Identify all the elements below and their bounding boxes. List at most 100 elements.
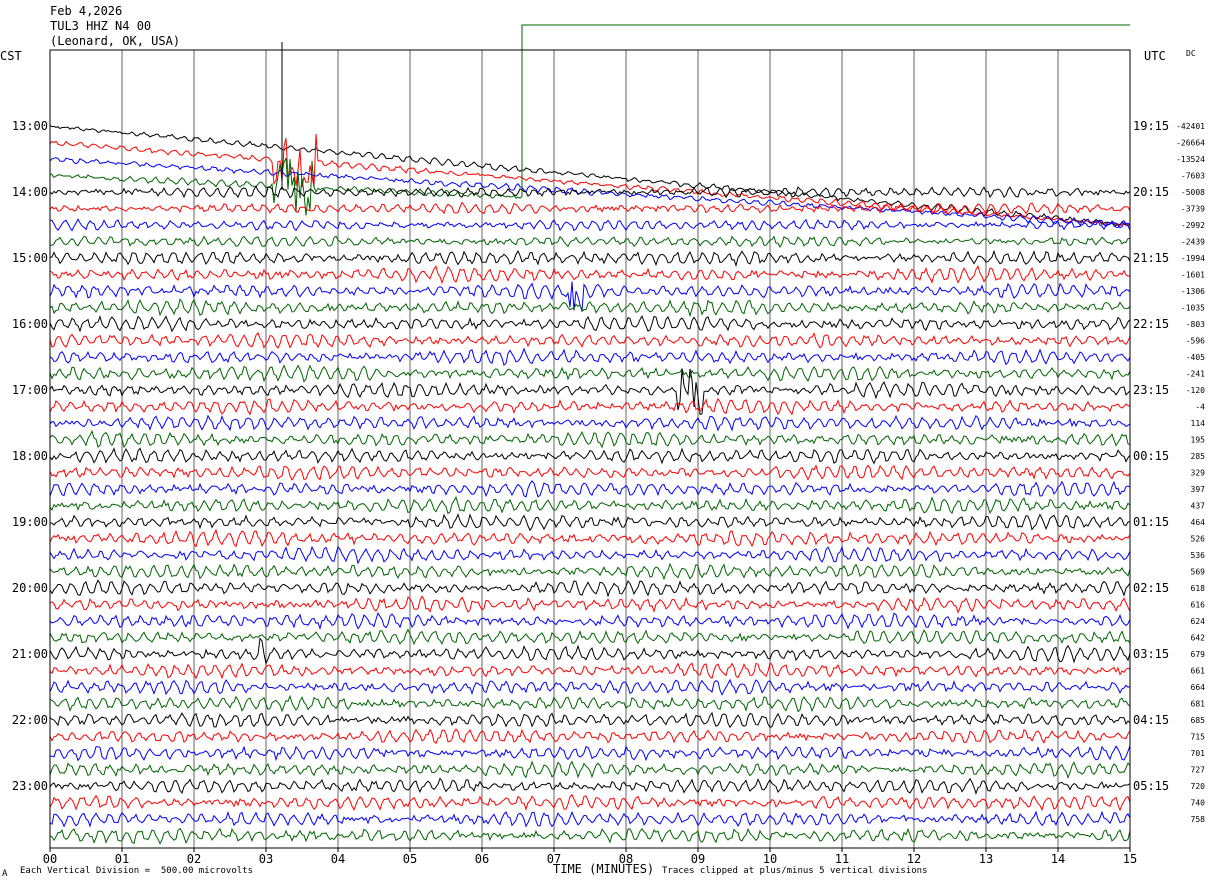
x-tick-label: 10 [763,852,777,866]
trace-row-37 [49,728,1131,745]
trace-row-7 [49,235,1131,248]
right-timezone-label: UTC [1144,49,1166,63]
trace-row-3 [49,24,1130,216]
x-tick-label: 07 [547,852,561,866]
dc-offset-label: 536 [1191,551,1206,560]
left-hour-label: 14:00 [12,185,48,199]
dc-offset-label: 758 [1191,815,1206,824]
trace-row-14 [49,347,1131,367]
trace-row-34 [49,678,1131,696]
left-hour-label: 17:00 [12,383,48,397]
x-tick-label: 15 [1123,852,1137,866]
trace-row-18 [49,414,1131,432]
right-hour-label: 02:15 [1133,581,1169,595]
dc-offset-label: -5008 [1181,188,1205,197]
date-label: Feb 4,2026 [50,4,123,18]
dc-offset-label: 642 [1191,634,1206,643]
location-label: (Leonard, OK, USA) [50,34,181,48]
dc-offset-label: -4 [1195,403,1205,412]
x-tick-label: 12 [907,852,921,866]
left-hour-label: 13:00 [12,119,48,133]
x-tick-label: 14 [1051,852,1065,866]
right-hour-label: 22:15 [1133,317,1169,331]
x-tick-label: 08 [619,852,633,866]
trace-row-26 [49,545,1131,565]
left-hour-label: 23:00 [12,779,48,793]
trace-row-33 [49,662,1131,680]
right-hour-label: 01:15 [1133,515,1169,529]
dc-offset-label: -120 [1186,386,1205,395]
right-hour-label: 03:15 [1133,647,1169,661]
trace-row-43 [49,827,1131,845]
trace-row-40 [49,777,1131,795]
dc-offset-label: -1306 [1181,287,1205,296]
trace-row-15 [49,364,1131,383]
x-tick-label: 13 [979,852,993,866]
x-tick-label: 05 [403,852,417,866]
dc-offset-label: 569 [1191,568,1206,577]
plot-frame [49,49,1131,849]
x-tick-label: 09 [691,852,705,866]
trace-row-31 [49,628,1131,646]
dc-offset-label: 526 [1191,535,1206,544]
trace-row-17 [49,397,1131,416]
dc-offset-label: -1035 [1181,304,1205,313]
minute-gridlines [121,50,1059,848]
dc-offset-label: -803 [1186,320,1205,329]
dc-offset-label: -2439 [1181,238,1205,247]
trace-row-36 [49,711,1131,729]
dc-offset-label: 740 [1191,799,1206,808]
trace-row-30 [49,612,1131,631]
dc-offset-label: 285 [1191,452,1206,461]
x-tick-labels: 00 01 02 03 04 05 06 07 08 09 10 11 12 13 14 15 [43,848,1137,866]
dc-offset-label: 681 [1191,700,1206,709]
dc-offset-label: 624 [1191,617,1206,626]
left-hour-label: 20:00 [12,581,48,595]
trace-row-25 [49,528,1131,548]
trace-row-11 [49,298,1131,318]
trace-row-12 [49,314,1131,333]
right-time-labels: 19:15 20:15 21:15 22:15 23:15 00:15 01:15 02:15… [1133,119,1169,793]
dc-offset-label: -26664 [1176,139,1205,148]
trace-row-22 [49,480,1131,498]
dc-offset-label: 114 [1191,419,1206,428]
dc-offset-labels: -42401 -26664 -13524 -7603 -5008 -3739 -2992 -2… [1176,122,1205,824]
dc-offset-label: 679 [1191,650,1206,659]
x-tick-label: 11 [835,852,849,866]
seismogram-traces [49,24,1131,845]
clip-note: Traces clipped at plus/minus 5 vertical … [662,866,928,876]
trace-row-35 [49,694,1131,713]
dc-offset-label: 464 [1191,518,1206,527]
right-hour-label: 20:15 [1133,185,1169,199]
dc-offset-label: 437 [1191,502,1206,511]
trace-row-0 [49,125,1131,227]
right-hour-label: 21:15 [1133,251,1169,265]
left-hour-label: 16:00 [12,317,48,331]
dc-offset-label: 329 [1191,469,1206,478]
trace-row-6 [49,218,1131,232]
corner-mark: A [2,869,8,879]
trace-row-8 [49,249,1131,268]
dc-offset-label: -1601 [1181,271,1205,280]
trace-row-10 [49,281,1131,311]
trace-row-5 [49,201,1131,215]
trace-row-4 [49,185,1131,199]
trace-row-39 [49,760,1131,779]
left-hour-label: 21:00 [12,647,48,661]
trace-row-23 [49,495,1131,515]
dc-offset-label: -13524 [1176,155,1205,164]
trace-row-2 [49,157,1131,229]
dc-offset-label: -405 [1186,353,1205,362]
dc-offset-label: -42401 [1176,122,1205,131]
trace-row-28 [49,579,1131,598]
dc-offset-label: 720 [1191,782,1206,791]
trace-row-38 [49,745,1131,762]
right-hour-label: 04:15 [1133,713,1169,727]
dc-offset-label: 618 [1191,584,1206,593]
trace-row-29 [49,595,1131,614]
x-tick-label: 04 [331,852,345,866]
dc-header-label: DC [1186,49,1196,58]
trace-row-13 [49,331,1131,350]
x-tick-label: 03 [259,852,273,866]
